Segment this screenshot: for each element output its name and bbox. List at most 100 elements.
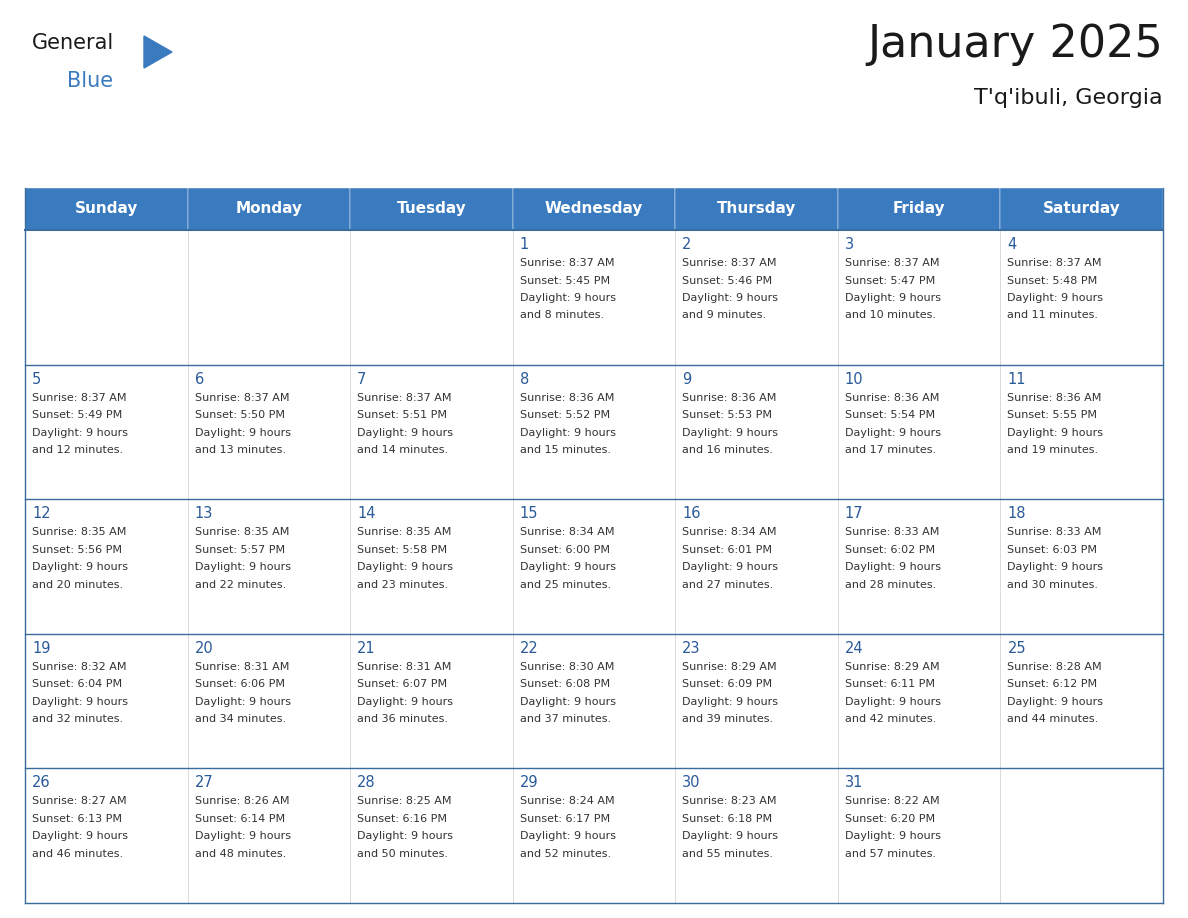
Text: Sunset: 6:01 PM: Sunset: 6:01 PM (682, 544, 772, 554)
Text: 25: 25 (1007, 641, 1026, 655)
Text: Sunrise: 8:33 AM: Sunrise: 8:33 AM (1007, 527, 1101, 537)
Text: 15: 15 (519, 506, 538, 521)
Text: and 36 minutes.: and 36 minutes. (358, 714, 448, 724)
Text: Sunrise: 8:37 AM: Sunrise: 8:37 AM (845, 258, 940, 268)
Text: 20: 20 (195, 641, 214, 655)
Text: and 23 minutes.: and 23 minutes. (358, 579, 448, 589)
Text: 19: 19 (32, 641, 51, 655)
Text: 12: 12 (32, 506, 51, 521)
Text: Sunset: 5:55 PM: Sunset: 5:55 PM (1007, 410, 1098, 420)
Text: and 25 minutes.: and 25 minutes. (519, 579, 611, 589)
Text: Sunset: 5:51 PM: Sunset: 5:51 PM (358, 410, 447, 420)
Text: Daylight: 9 hours: Daylight: 9 hours (32, 428, 128, 438)
Text: and 8 minutes.: and 8 minutes. (519, 310, 604, 320)
Text: 17: 17 (845, 506, 864, 521)
Text: and 16 minutes.: and 16 minutes. (682, 445, 773, 455)
Text: 16: 16 (682, 506, 701, 521)
Text: and 30 minutes.: and 30 minutes. (1007, 579, 1099, 589)
Bar (838, 633, 1000, 768)
Text: Daylight: 9 hours: Daylight: 9 hours (682, 293, 778, 303)
Text: Daylight: 9 hours: Daylight: 9 hours (1007, 428, 1104, 438)
Text: Daylight: 9 hours: Daylight: 9 hours (1007, 293, 1104, 303)
Text: Sunset: 6:16 PM: Sunset: 6:16 PM (358, 814, 447, 823)
Text: and 34 minutes.: and 34 minutes. (195, 714, 285, 724)
Text: and 19 minutes.: and 19 minutes. (1007, 445, 1099, 455)
Bar (513, 230, 675, 364)
Text: Sunrise: 8:37 AM: Sunrise: 8:37 AM (682, 258, 777, 268)
Text: Daylight: 9 hours: Daylight: 9 hours (682, 428, 778, 438)
Text: Saturday: Saturday (1043, 201, 1120, 217)
Text: Daylight: 9 hours: Daylight: 9 hours (32, 562, 128, 572)
Text: Sunset: 6:03 PM: Sunset: 6:03 PM (1007, 544, 1098, 554)
Bar (675, 364, 838, 499)
Bar (675, 768, 838, 903)
Text: 31: 31 (845, 776, 864, 790)
Bar (350, 768, 513, 903)
Text: Sunrise: 8:37 AM: Sunrise: 8:37 AM (519, 258, 614, 268)
Bar (513, 364, 675, 499)
Text: Sunset: 6:14 PM: Sunset: 6:14 PM (195, 814, 285, 823)
Text: Daylight: 9 hours: Daylight: 9 hours (1007, 697, 1104, 707)
Text: Sunset: 5:48 PM: Sunset: 5:48 PM (1007, 275, 1098, 285)
Text: and 48 minutes.: and 48 minutes. (195, 849, 286, 859)
Text: Sunrise: 8:23 AM: Sunrise: 8:23 AM (682, 797, 777, 806)
Text: Sunrise: 8:33 AM: Sunrise: 8:33 AM (845, 527, 940, 537)
Text: Daylight: 9 hours: Daylight: 9 hours (195, 832, 291, 842)
Text: T'q'ibuli, Georgia: T'q'ibuli, Georgia (974, 88, 1163, 108)
Text: 24: 24 (845, 641, 864, 655)
Text: and 9 minutes.: and 9 minutes. (682, 310, 766, 320)
Text: Daylight: 9 hours: Daylight: 9 hours (845, 428, 941, 438)
Text: 1: 1 (519, 237, 529, 252)
Bar (1000, 230, 1163, 364)
Bar (838, 768, 1000, 903)
Text: and 37 minutes.: and 37 minutes. (519, 714, 611, 724)
Bar (675, 499, 838, 633)
Bar (188, 633, 350, 768)
Text: Daylight: 9 hours: Daylight: 9 hours (32, 697, 128, 707)
Text: 30: 30 (682, 776, 701, 790)
Text: Sunrise: 8:28 AM: Sunrise: 8:28 AM (1007, 662, 1102, 672)
Text: Daylight: 9 hours: Daylight: 9 hours (358, 832, 453, 842)
Text: Daylight: 9 hours: Daylight: 9 hours (845, 562, 941, 572)
Text: and 12 minutes.: and 12 minutes. (32, 445, 124, 455)
Text: 3: 3 (845, 237, 854, 252)
Bar (513, 633, 675, 768)
Text: Daylight: 9 hours: Daylight: 9 hours (195, 562, 291, 572)
Text: Daylight: 9 hours: Daylight: 9 hours (1007, 562, 1104, 572)
Text: and 55 minutes.: and 55 minutes. (682, 849, 773, 859)
Bar (675, 230, 838, 364)
Text: 10: 10 (845, 372, 864, 386)
Text: Sunrise: 8:35 AM: Sunrise: 8:35 AM (32, 527, 126, 537)
Bar (350, 364, 513, 499)
Bar (350, 633, 513, 768)
Bar (25, 188, 188, 230)
Text: Sunset: 5:57 PM: Sunset: 5:57 PM (195, 544, 285, 554)
Text: Sunrise: 8:29 AM: Sunrise: 8:29 AM (845, 662, 940, 672)
Bar (188, 188, 350, 230)
Text: and 52 minutes.: and 52 minutes. (519, 849, 611, 859)
Bar (188, 230, 350, 364)
Bar (513, 499, 675, 633)
Text: Sunrise: 8:36 AM: Sunrise: 8:36 AM (682, 393, 777, 403)
Bar (838, 364, 1000, 499)
Text: Sunset: 5:54 PM: Sunset: 5:54 PM (845, 410, 935, 420)
Bar (513, 768, 675, 903)
Text: Daylight: 9 hours: Daylight: 9 hours (845, 293, 941, 303)
Text: and 39 minutes.: and 39 minutes. (682, 714, 773, 724)
Text: Sunset: 5:56 PM: Sunset: 5:56 PM (32, 544, 122, 554)
Bar (1000, 499, 1163, 633)
Bar (675, 633, 838, 768)
Bar (838, 230, 1000, 364)
Text: and 17 minutes.: and 17 minutes. (845, 445, 936, 455)
Text: and 50 minutes.: and 50 minutes. (358, 849, 448, 859)
Text: Sunset: 6:17 PM: Sunset: 6:17 PM (519, 814, 609, 823)
Bar (513, 188, 675, 230)
Text: Daylight: 9 hours: Daylight: 9 hours (682, 697, 778, 707)
Text: Sunrise: 8:22 AM: Sunrise: 8:22 AM (845, 797, 940, 806)
Text: Daylight: 9 hours: Daylight: 9 hours (195, 428, 291, 438)
Text: and 42 minutes.: and 42 minutes. (845, 714, 936, 724)
Polygon shape (144, 36, 172, 68)
Text: 13: 13 (195, 506, 213, 521)
Text: Sunrise: 8:25 AM: Sunrise: 8:25 AM (358, 797, 451, 806)
Text: Sunrise: 8:36 AM: Sunrise: 8:36 AM (519, 393, 614, 403)
